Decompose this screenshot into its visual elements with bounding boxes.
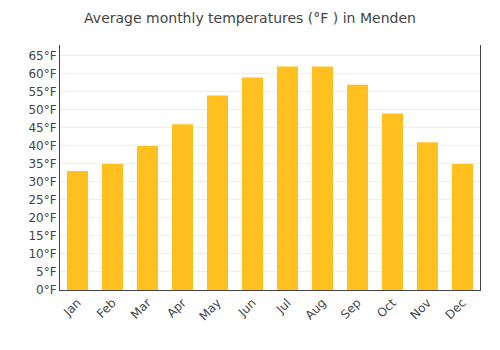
svg-text:10°F: 10°F (28, 247, 56, 261)
svg-text:5°F: 5°F (36, 265, 57, 279)
svg-text:30°F: 30°F (28, 175, 56, 189)
svg-text:25°F: 25°F (28, 193, 56, 207)
svg-text:65°F: 65°F (28, 49, 56, 63)
svg-text:Oct: Oct (374, 296, 399, 321)
svg-text:Apr: Apr (164, 296, 189, 321)
svg-text:20°F: 20°F (28, 211, 56, 225)
svg-text:Average monthly temperatures (: Average monthly temperatures (°F ) in Me… (84, 10, 416, 26)
svg-text:15°F: 15°F (28, 229, 56, 243)
svg-text:35°F: 35°F (28, 157, 56, 171)
svg-text:45°F: 45°F (28, 121, 56, 135)
svg-text:55°F: 55°F (28, 85, 56, 99)
svg-text:60°F: 60°F (28, 67, 56, 81)
svg-text:Mar: Mar (128, 296, 154, 322)
svg-text:Jan: Jan (60, 296, 84, 320)
svg-text:0°F: 0°F (36, 283, 57, 297)
svg-text:Aug: Aug (302, 296, 328, 322)
svg-text:Nov: Nov (407, 296, 433, 322)
svg-text:Sep: Sep (338, 296, 364, 322)
svg-text:May: May (196, 296, 223, 323)
svg-text:40°F: 40°F (28, 139, 56, 153)
svg-text:50°F: 50°F (28, 103, 56, 117)
svg-text:Jun: Jun (235, 296, 259, 320)
svg-text:Feb: Feb (94, 296, 119, 321)
svg-text:Dec: Dec (443, 296, 469, 322)
svg-text:Jul: Jul (273, 296, 294, 317)
